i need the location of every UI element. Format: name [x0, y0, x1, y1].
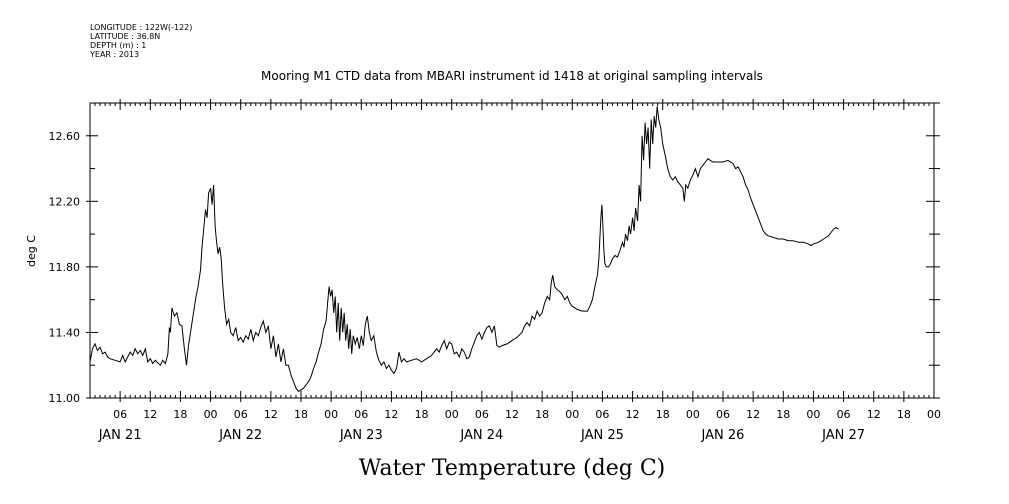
x-tick-label: 12 — [505, 408, 519, 421]
chart-title: Mooring M1 CTD data from MBARI instrumen… — [261, 69, 763, 83]
day-label: JAN 24 — [459, 428, 503, 443]
x-tick-label: 06 — [595, 408, 609, 421]
x-tick-label: 00 — [686, 408, 700, 421]
day-label: JAN 21 — [98, 428, 142, 443]
x-tick-label: 00 — [324, 408, 338, 421]
x-tick-label: 18 — [415, 408, 429, 421]
day-label: JAN 22 — [218, 428, 262, 443]
x-tick-label: 06 — [475, 408, 489, 421]
x-tick-label: 18 — [776, 408, 790, 421]
x-tick-label: 06 — [234, 408, 248, 421]
y-tick-label: 12.20 — [49, 195, 81, 208]
y-tick-labels: 11.00 11.40 11.80 12.20 12.60 — [49, 130, 81, 405]
x-tick-label: 00 — [204, 408, 218, 421]
x-tick-label: 00 — [806, 408, 820, 421]
x-tick-label: 12 — [867, 408, 881, 421]
x-tick-label: 00 — [445, 408, 459, 421]
x-tick-label: 18 — [535, 408, 549, 421]
x-tick-label: 12 — [384, 408, 398, 421]
x-tick-label: 06 — [837, 408, 851, 421]
day-label: JAN 23 — [339, 428, 383, 443]
x-tick-label: 00 — [927, 408, 941, 421]
longitude-text: LONGITUDE : 122W(-122) — [90, 23, 192, 32]
depth-text: DEPTH (m) : 1 — [90, 41, 146, 50]
axis-ticks — [86, 99, 940, 402]
x-tick-label: 06 — [716, 408, 730, 421]
plot-frame — [89, 102, 935, 399]
day-labels: JAN 21 JAN 22 JAN 23 JAN 24 JAN 25 JAN 26 JAN … — [98, 428, 865, 443]
x-tick-label: 12 — [626, 408, 640, 421]
x-tick-label: 12 — [143, 408, 157, 421]
y-tick-label: 11.40 — [49, 326, 81, 339]
header-info: LONGITUDE : 122W(-122) LATITUDE : 36.8N … — [89, 23, 192, 59]
x-tick-labels: 06 12 18 00 06 12 18 00 06 12 18 00 06 12 18 00 06 12 18 00… — [113, 408, 941, 421]
x-tick-label: 12 — [746, 408, 760, 421]
x-tick-label: 18 — [897, 408, 911, 421]
x-tick-label: 06 — [113, 408, 127, 421]
x-tick-label: 12 — [264, 408, 278, 421]
y-tick-label: 11.00 — [49, 392, 81, 405]
x-tick-label: 18 — [294, 408, 308, 421]
y-axis-label: deg C — [25, 235, 38, 267]
day-label: JAN 26 — [701, 428, 745, 443]
x-tick-label: 18 — [173, 408, 187, 421]
latitude-text: LATITUDE : 36.8N — [90, 32, 160, 41]
x-tick-label: 06 — [354, 408, 368, 421]
water-temperature-line — [89, 106, 839, 393]
x-tick-label: 00 — [565, 408, 579, 421]
year-text: YEAR : 2013 — [89, 50, 139, 59]
day-label: JAN 27 — [821, 428, 865, 443]
x-tick-label: 18 — [656, 408, 670, 421]
y-tick-label: 12.60 — [49, 130, 81, 143]
x-axis-title: Water Temperature (deg C) — [359, 456, 666, 481]
y-tick-label: 11.80 — [49, 261, 81, 274]
day-label: JAN 25 — [580, 428, 624, 443]
